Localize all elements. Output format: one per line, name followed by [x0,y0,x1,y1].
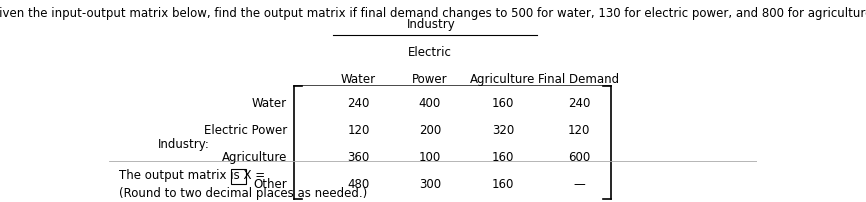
Text: 300: 300 [418,178,441,190]
Text: Agriculture: Agriculture [222,150,288,163]
Text: Electric Power: Electric Power [204,123,288,136]
Text: 100: 100 [418,150,441,163]
Text: (Round to two decimal places as needed.): (Round to two decimal places as needed.) [119,186,367,199]
Text: Electric: Electric [408,46,452,59]
Text: Agriculture: Agriculture [470,73,536,86]
Text: 120: 120 [347,123,370,136]
Text: 360: 360 [347,150,370,163]
Text: 600: 600 [568,150,590,163]
Text: 400: 400 [418,96,441,109]
Text: —: — [573,178,585,190]
Text: 160: 160 [492,96,514,109]
Text: Industry:: Industry: [158,137,210,150]
Bar [231,169,246,184]
Text: Power: Power [412,73,448,86]
Text: Final Demand: Final Demand [539,73,619,86]
Text: 480: 480 [347,178,370,190]
Text: Water: Water [341,73,376,86]
Text: 240: 240 [347,96,370,109]
Text: The output matrix is X =: The output matrix is X = [119,169,265,182]
Text: 120: 120 [568,123,590,136]
Text: Other: Other [254,178,288,190]
Text: Given the input-output matrix below, find the output matrix if final demand chan: Given the input-output matrix below, fin… [0,7,866,20]
Text: Industry: Industry [407,17,456,30]
Text: 200: 200 [418,123,441,136]
Text: 160: 160 [492,150,514,163]
Text: 160: 160 [492,178,514,190]
Text: 240: 240 [568,96,590,109]
Text: 320: 320 [492,123,514,136]
Text: Water: Water [252,96,288,109]
